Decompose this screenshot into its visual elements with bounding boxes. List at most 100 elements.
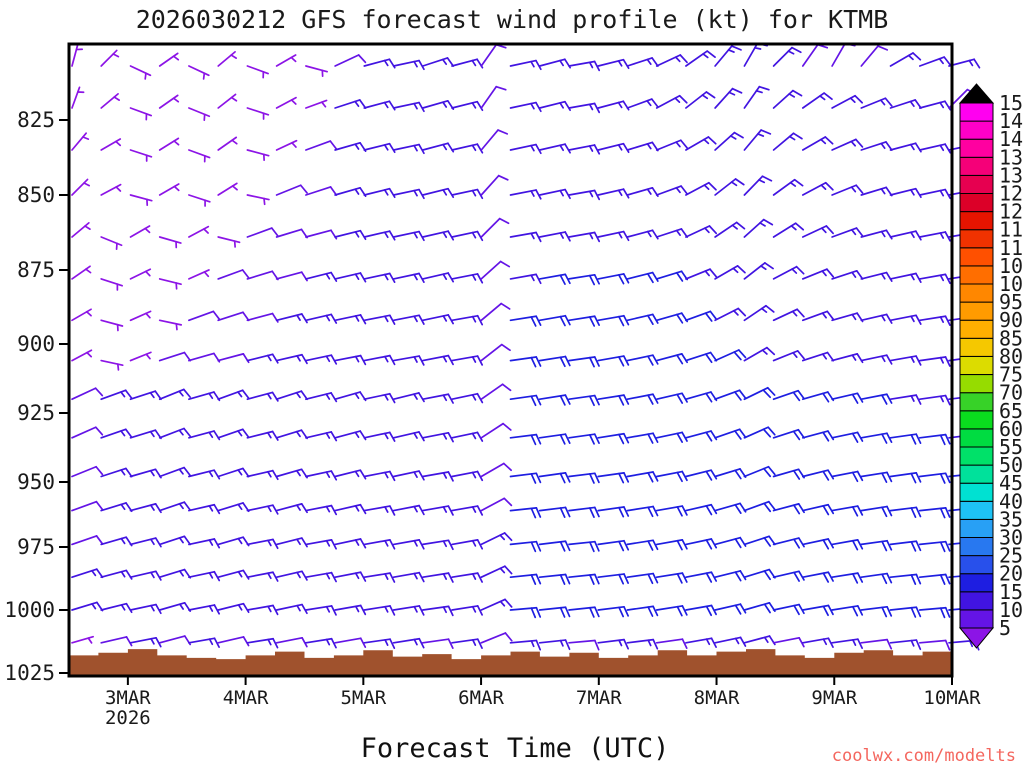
wind-barb — [421, 572, 454, 583]
colorbar-cell — [959, 193, 994, 213]
wind-barb — [889, 506, 922, 518]
wind-barb — [714, 45, 742, 67]
wind-barb — [305, 605, 337, 616]
wind-barb — [626, 572, 659, 585]
wind-barb — [158, 388, 191, 401]
wind-barb — [597, 230, 630, 242]
wind-barb — [188, 225, 210, 238]
wind-barb — [889, 540, 922, 552]
wind-barb — [421, 539, 454, 551]
wind-barb — [100, 428, 133, 439]
wind-barb — [918, 507, 951, 519]
wind-barb — [801, 136, 834, 151]
wind-barb — [889, 639, 922, 651]
wind-barb — [685, 310, 718, 322]
wind-barb — [71, 465, 104, 478]
wind-barb — [568, 394, 600, 407]
wind-barb — [860, 471, 893, 483]
wind-barb — [509, 101, 542, 113]
plot-frame — [67, 42, 954, 678]
wind-barb — [451, 273, 484, 284]
wind-barb — [188, 194, 211, 207]
wind-barb — [334, 430, 367, 441]
wind-barb — [538, 100, 571, 112]
x-tick-label: 10MAR — [923, 687, 981, 709]
wind-barb — [158, 319, 183, 331]
colorbar-label: 150 — [999, 91, 1024, 115]
colorbar-cell — [959, 392, 994, 412]
wind-barb — [129, 351, 152, 362]
wind-barb — [714, 636, 747, 647]
colorbar-cell — [959, 446, 994, 466]
wind-barb — [100, 236, 123, 250]
wind-barb — [363, 100, 396, 111]
wind-barb — [158, 278, 182, 290]
wind-barb — [275, 537, 308, 548]
colorbar-cell — [959, 265, 994, 285]
watermark-link[interactable]: coolwx.com/modelts — [831, 746, 1016, 766]
colorbar-cell — [959, 591, 994, 611]
wind-barb — [772, 265, 805, 280]
colorbar-label: 125 — [999, 182, 1024, 206]
wind-barb — [100, 569, 133, 580]
wind-barb — [655, 605, 688, 617]
wind-barb — [860, 354, 893, 365]
wind-barb — [392, 392, 425, 403]
wind-barb — [158, 466, 192, 478]
wind-barb — [480, 532, 513, 546]
wind-barb — [889, 355, 922, 366]
wind-barb — [655, 270, 689, 282]
wind-barb — [626, 186, 659, 197]
wind-barb — [334, 503, 367, 515]
y-tick-label: 850 — [17, 183, 55, 207]
wind-barb — [685, 268, 718, 280]
terrain-profile — [69, 649, 952, 676]
wind-barb — [831, 638, 863, 650]
wind-barb — [305, 637, 337, 649]
x-tick-label: 3MAR — [105, 687, 151, 709]
wind-barb — [714, 468, 747, 480]
wind-barb — [772, 636, 805, 648]
wind-barb — [889, 230, 922, 241]
wind-barb — [685, 136, 717, 151]
wind-barb — [655, 228, 689, 238]
colorbar-cell — [959, 355, 994, 375]
wind-barb — [71, 132, 90, 151]
wind-barb — [334, 229, 367, 241]
wind-barb — [334, 186, 367, 197]
wind-barb — [918, 231, 951, 242]
wind-barb — [421, 505, 454, 516]
y-tick-label: 925 — [17, 401, 55, 425]
wind-barb — [801, 469, 835, 481]
colorbar-cell — [959, 537, 994, 557]
colorbar-label: 145 — [999, 109, 1024, 133]
wind-barb — [918, 188, 951, 200]
chart-title: 2026030212 GFS forecast wind profile (kt… — [135, 5, 889, 34]
wind-barb — [568, 433, 600, 445]
wind-barb — [918, 394, 951, 406]
wind-barb — [772, 428, 805, 441]
wind-barb — [246, 312, 279, 323]
wind-barb — [597, 506, 630, 518]
wind-barb — [714, 87, 743, 109]
wind-barb — [772, 308, 805, 322]
wind-barb — [129, 390, 162, 401]
wind-barb — [451, 470, 484, 482]
wind-barb — [363, 572, 396, 583]
wind-barb — [100, 49, 120, 67]
wind-barb — [538, 394, 571, 406]
colorbar-label: 25 — [999, 544, 1023, 568]
wind-barb — [188, 637, 220, 648]
wind-barb — [538, 188, 571, 200]
colorbar-label: 100 — [999, 272, 1024, 296]
wind-barb — [71, 86, 85, 109]
wind-barb — [363, 272, 396, 284]
wind-barb — [305, 313, 338, 324]
wind-barb — [392, 230, 425, 242]
colorbar-label: 55 — [999, 435, 1023, 459]
wind-barb — [538, 231, 571, 242]
wind-barb — [743, 426, 776, 439]
colorbar-label: 135 — [999, 145, 1024, 169]
wind-barb — [772, 46, 802, 67]
colorbar-over-triangle — [958, 83, 995, 104]
